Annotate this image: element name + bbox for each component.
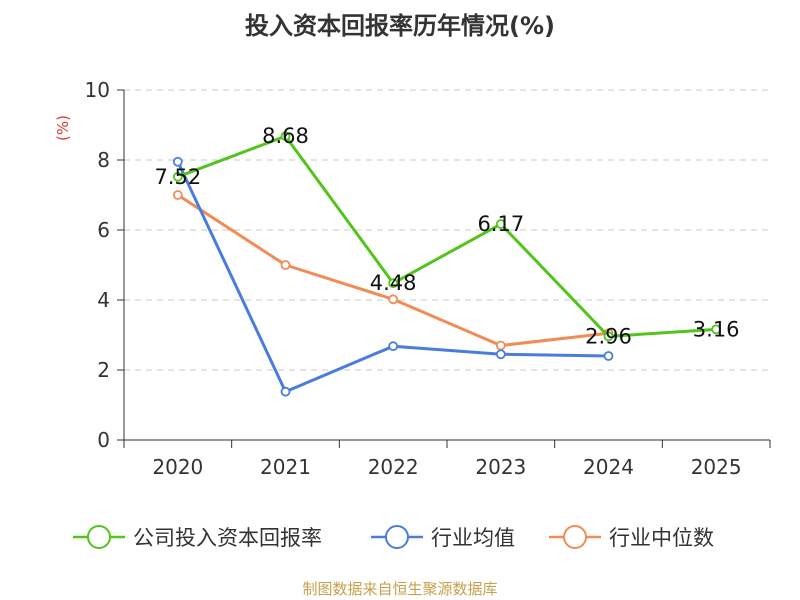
point-s0-2024 (603, 331, 614, 342)
data-label-2020: 7.52 (154, 165, 201, 189)
point-s0-2022 (388, 278, 399, 289)
point-s1-2022 (388, 341, 399, 352)
x-tick-label-2022: 2022 (368, 455, 419, 479)
legend-label-0: 公司投入资本回报率 (133, 526, 322, 550)
x-tick-label-2023: 2023 (475, 455, 526, 479)
legend-marker-2 (563, 525, 587, 549)
data-label-2024: 2.96 (585, 324, 632, 348)
legend-label-2: 行业中位数 (609, 526, 714, 550)
point-s0-2021 (280, 131, 291, 142)
axes: 0 2 4 6 8 10 2020 2021 2022 2023 2024 2025 (85, 78, 771, 479)
point-s1-2021 (280, 386, 291, 397)
source-note: 制图数据来自恒生聚源数据库 (302, 580, 497, 598)
y-tick-label-4: 4 (97, 288, 110, 312)
point-s2-2021 (280, 260, 291, 270)
point-s2-2022 (388, 294, 399, 305)
point-s0-2023 (495, 219, 506, 229)
series-lines (172, 131, 722, 397)
legend-marker-0 (87, 525, 111, 549)
y-tick-label-6: 6 (97, 218, 110, 242)
data-labels: 7.52 8.68 4.48 6.17 2.96 3.16 (154, 124, 739, 348)
x-tick-label-2020: 2020 (152, 455, 203, 479)
point-s0-2020 (172, 171, 183, 182)
y-tick-label-2: 2 (97, 358, 110, 382)
legend-label-1: 行业均值 (431, 526, 515, 550)
y-tick-label-8: 8 (97, 148, 110, 172)
data-label-2025: 3.16 (693, 317, 740, 341)
y-tick-label-10: 10 (85, 78, 110, 102)
point-s1-2023 (495, 349, 506, 360)
y-tick-label-0: 0 (97, 428, 110, 452)
legend-marker-1 (385, 525, 409, 549)
point-s1-2024 (603, 351, 614, 361)
chart-title: 投入资本回报率历年情况(%) (245, 12, 555, 40)
legend: 公司投入资本回报率 行业均值 行业中位数 (73, 525, 714, 550)
x-tick-label-2024: 2024 (583, 455, 634, 479)
data-label-2023: 6.17 (477, 212, 524, 236)
y-axis-unit: (%) (54, 115, 72, 141)
point-s0-2025 (711, 324, 722, 335)
data-label-2022: 4.48 (370, 271, 417, 295)
point-s1-2020 (172, 156, 183, 167)
grid-lines (124, 89, 770, 371)
x-tick-label-2021: 2021 (260, 455, 311, 479)
point-s2-2023 (495, 340, 506, 351)
data-label-2021: 8.68 (262, 124, 309, 148)
point-s2-2020 (172, 190, 183, 200)
series-line-0 (177, 134, 717, 338)
x-tick-label-2025: 2025 (691, 455, 742, 479)
